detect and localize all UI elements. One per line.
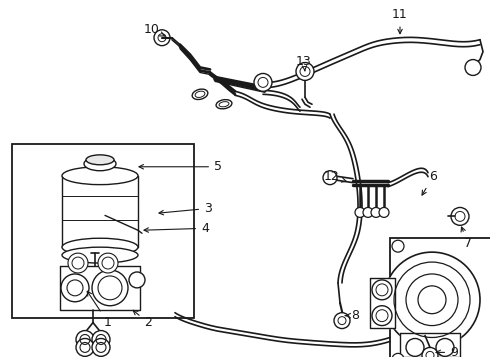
Circle shape: [323, 171, 337, 185]
Circle shape: [436, 338, 454, 356]
Circle shape: [61, 274, 89, 302]
Polygon shape: [370, 278, 395, 328]
Text: 1: 1: [87, 291, 112, 329]
Circle shape: [92, 270, 128, 306]
Ellipse shape: [62, 167, 138, 185]
Circle shape: [76, 330, 94, 348]
Text: 3: 3: [159, 202, 212, 215]
Circle shape: [372, 280, 392, 300]
Polygon shape: [400, 333, 460, 357]
Circle shape: [129, 272, 145, 288]
Bar: [390, 238, 490, 360]
Text: 4: 4: [144, 222, 209, 235]
Ellipse shape: [216, 100, 232, 109]
Circle shape: [379, 207, 389, 217]
Circle shape: [154, 30, 170, 46]
Circle shape: [372, 306, 392, 325]
Text: 5: 5: [139, 160, 222, 173]
Circle shape: [422, 347, 438, 360]
Circle shape: [465, 59, 481, 76]
Ellipse shape: [86, 155, 114, 165]
Circle shape: [451, 207, 469, 225]
Text: 12: 12: [324, 170, 346, 183]
Circle shape: [406, 338, 424, 356]
Text: 11: 11: [392, 8, 408, 34]
Text: 9: 9: [436, 346, 458, 359]
Text: 2: 2: [133, 310, 152, 329]
Ellipse shape: [84, 157, 116, 171]
Ellipse shape: [192, 89, 208, 99]
Bar: [12, 144, 194, 318]
Polygon shape: [62, 176, 138, 247]
Circle shape: [68, 253, 88, 273]
Circle shape: [334, 313, 350, 329]
Circle shape: [102, 257, 114, 269]
Circle shape: [371, 207, 381, 217]
Ellipse shape: [62, 238, 138, 256]
Circle shape: [363, 207, 373, 217]
Circle shape: [392, 354, 404, 360]
Circle shape: [254, 73, 272, 91]
Circle shape: [296, 63, 314, 80]
Ellipse shape: [62, 247, 138, 263]
Text: 10: 10: [144, 23, 165, 36]
Text: 13: 13: [296, 55, 312, 71]
Circle shape: [92, 330, 110, 348]
Circle shape: [72, 257, 84, 269]
Text: 8: 8: [345, 309, 359, 322]
Polygon shape: [60, 266, 140, 310]
Circle shape: [98, 253, 118, 273]
Circle shape: [392, 240, 404, 252]
Circle shape: [92, 338, 110, 356]
Circle shape: [384, 252, 480, 347]
Circle shape: [76, 338, 94, 356]
Circle shape: [355, 207, 365, 217]
Text: 6: 6: [422, 170, 437, 195]
Text: 7: 7: [461, 227, 472, 250]
